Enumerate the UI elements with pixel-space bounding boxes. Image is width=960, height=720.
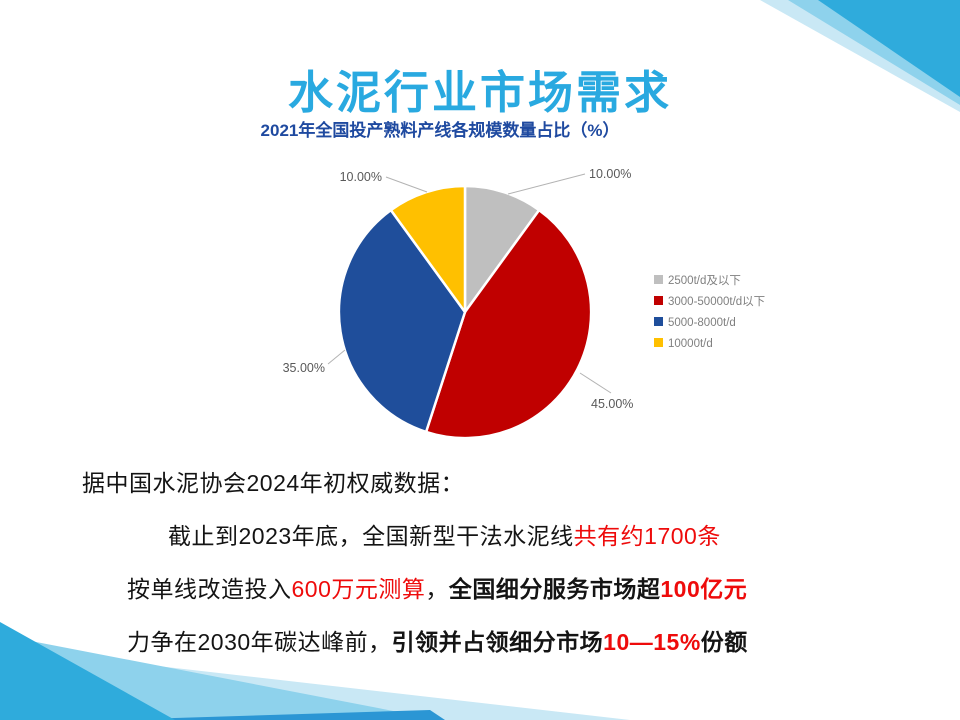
text-segment: 力争在2030年碳达峰前，: [127, 629, 392, 655]
chart-title: 2021年全国投产熟料产线各规模数量占比（%）: [260, 121, 620, 140]
slice-label-blue: 35.00%: [283, 361, 325, 375]
legend-item: 2500t/d及以下: [654, 274, 741, 287]
body-line-capacity: 截止到2023年底，全国新型干法水泥线共有约1700条: [168, 517, 721, 551]
legend-swatch-red: [654, 296, 663, 305]
text-segment-red: 共有约1700条: [573, 523, 721, 549]
text-segment: 按单线改造投入: [127, 576, 292, 602]
chart-legend: 2500t/d及以下 3000-50000t/d以下 5000-8000t/d …: [654, 274, 765, 350]
body-line-market-size: 按单线改造投入600万元测算，全国细分服务市场超100亿元: [127, 570, 747, 604]
text-segment: 据中国水泥协会2024年初权威数据：: [82, 470, 465, 496]
legend-label: 2500t/d及以下: [668, 274, 741, 287]
pie-slice-3000-50000: [424, 208, 593, 440]
pie-slice-10000: [389, 184, 467, 314]
accent-triangle-pale: [0, 648, 630, 720]
pie-chart: 10.00% 10.00% 35.00% 45.00% 2500t/d及以下 3…: [283, 167, 765, 440]
legend-swatch-gray: [654, 275, 663, 284]
text-segment-bold: 引领并占领细分市场: [391, 629, 604, 655]
accent-strip-dark: [110, 710, 445, 720]
pie-slice-5000-8000: [337, 208, 467, 434]
leader-line-gray: [507, 173, 586, 195]
legend-label: 5000-8000t/d: [668, 317, 736, 329]
leader-line-red: [579, 372, 612, 394]
text-segment-bold-red: 10—15%: [603, 629, 701, 655]
slice-label-yellow: 10.00%: [340, 170, 382, 184]
text-segment: 截止到2023年底，全国新型干法水泥线: [168, 523, 574, 549]
leader-line-blue: [327, 349, 346, 365]
legend-item: 5000-8000t/d: [654, 317, 736, 329]
legend-label: 10000t/d: [668, 338, 713, 350]
text-segment-bold: 份额: [700, 629, 748, 655]
text-segment-red: 600万元测算: [291, 576, 426, 602]
text-segment-bold-red: 100亿元: [660, 576, 748, 602]
body-line-goal: 力争在2030年碳达峰前，引领并占领细分市场10—15%份额: [127, 623, 748, 657]
leader-line-yellow: [385, 176, 428, 193]
legend-item: 3000-50000t/d以下: [654, 295, 765, 308]
slice-label-gray: 10.00%: [589, 167, 631, 181]
legend-swatch-blue: [654, 317, 663, 326]
legend-item: 10000t/d: [654, 338, 713, 350]
pie-slice-2500-and-below: [463, 184, 541, 314]
legend-swatch-yellow: [654, 338, 663, 347]
slide-title: 水泥行业市场需求: [287, 67, 672, 118]
text-segment: ，: [425, 576, 449, 602]
body-line-source: 据中国水泥协会2024年初权威数据：: [82, 464, 464, 498]
text-segment-bold: 全国细分服务市场超: [448, 576, 661, 602]
slice-label-red: 45.00%: [591, 397, 633, 411]
legend-label: 3000-50000t/d以下: [668, 295, 765, 308]
